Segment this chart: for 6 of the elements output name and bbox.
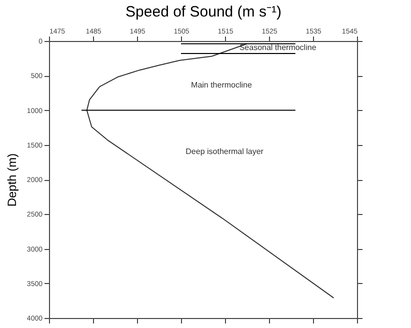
annotation: Main thermocline (191, 80, 252, 90)
annotation: Seasonal thermocline (239, 42, 317, 52)
y-axis-title: Depth (m) (4, 153, 19, 207)
annotation: Deep isothermal layer (186, 146, 264, 156)
x-axis-title: Speed of Sound (m s⁻¹) (126, 4, 282, 20)
line-series (86, 43, 334, 298)
